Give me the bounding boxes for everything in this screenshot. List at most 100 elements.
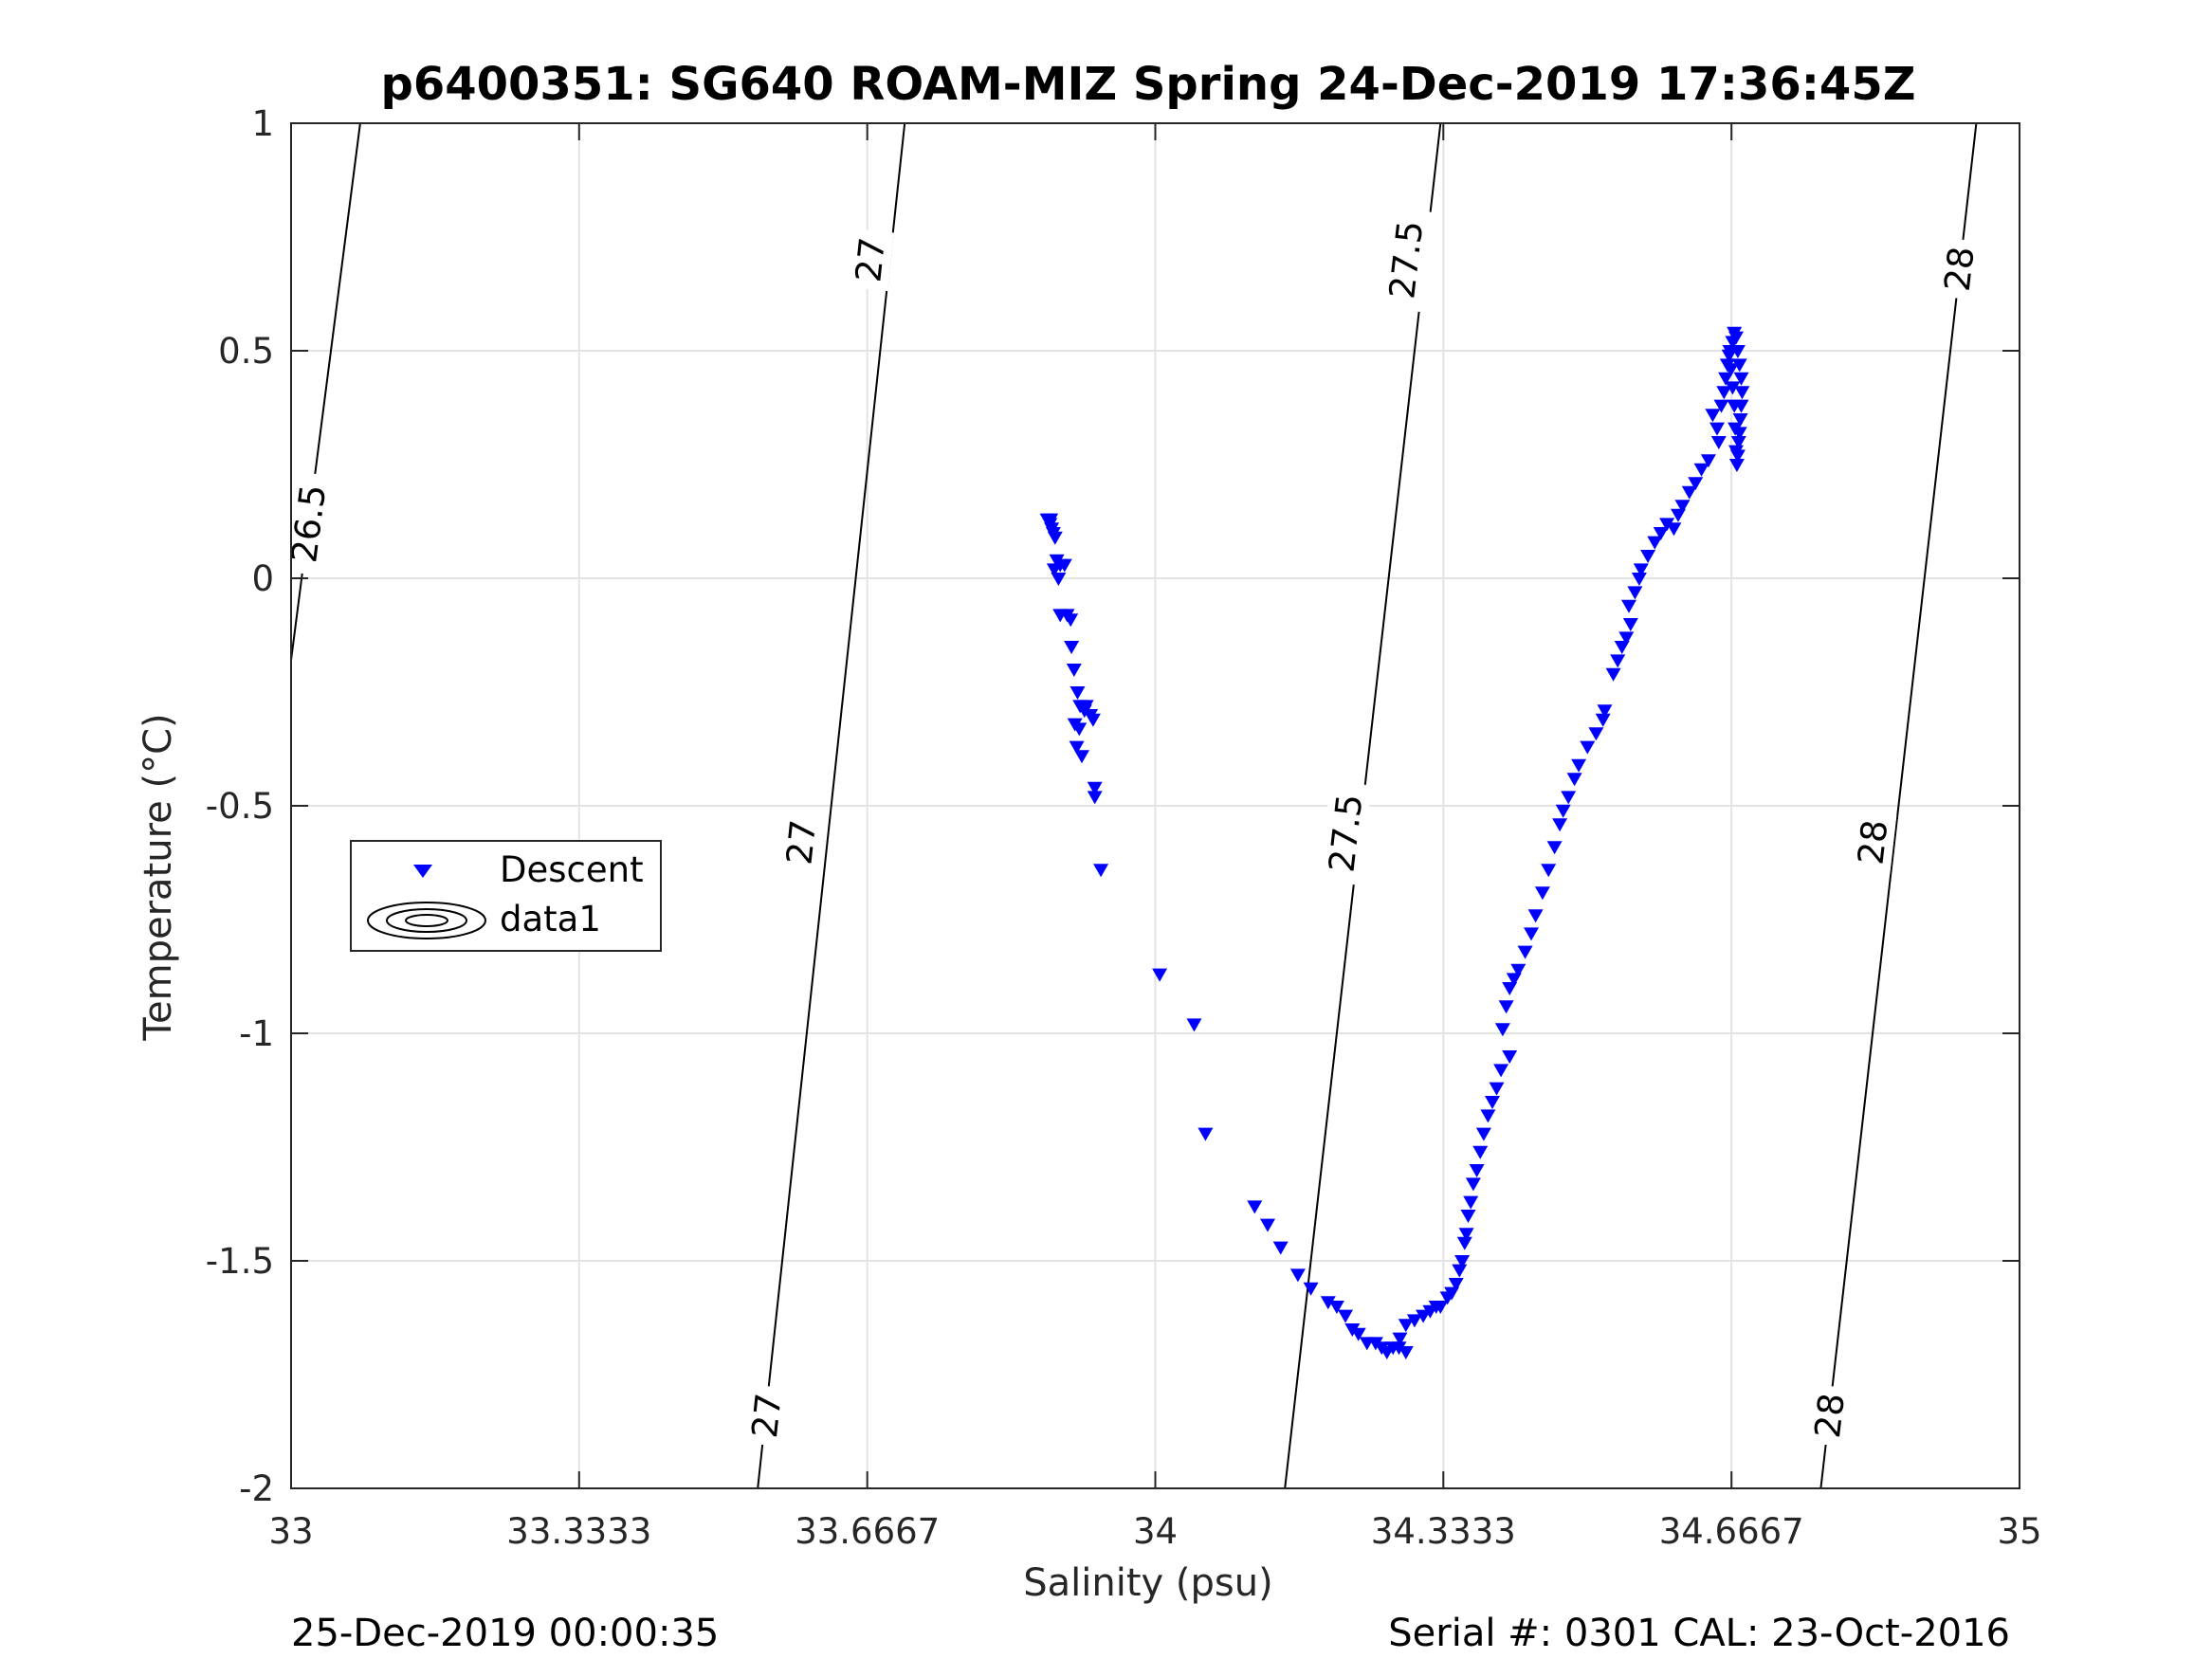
contour-label: 27.5 <box>1321 792 1370 874</box>
descent-point <box>1489 1082 1505 1096</box>
descent-point <box>1074 750 1089 764</box>
contour-line <box>1819 122 1978 1489</box>
descent-point <box>1534 886 1550 901</box>
descent-point <box>1510 963 1526 977</box>
descent-point <box>1693 463 1709 477</box>
descent-point <box>1458 1228 1474 1242</box>
contour-label: 27 <box>848 235 893 283</box>
descent-point <box>1571 758 1587 773</box>
contour-label-group: 27 <box>846 228 894 292</box>
contour-label-background <box>1319 780 1372 885</box>
contour-label-group: 28 <box>1934 237 1983 301</box>
legend-box <box>350 840 662 952</box>
chart-title: p6400351: SG640 ROAM-MIZ Spring 24-Dec-2… <box>380 58 1915 111</box>
descent-point <box>1640 550 1656 563</box>
descent-point <box>1416 1309 1432 1323</box>
descent-point <box>1260 1218 1275 1232</box>
legend: Descent data1 <box>350 840 662 952</box>
descent-point <box>1731 358 1747 373</box>
descent-point <box>1069 686 1086 700</box>
descent-point <box>1197 1127 1214 1141</box>
x-tick-label: 34.3333 <box>1371 1511 1516 1552</box>
descent-point <box>1718 372 1734 386</box>
descent-point <box>1493 1064 1509 1078</box>
descent-point <box>1681 485 1697 500</box>
legend-descent-marker <box>413 865 432 878</box>
descent-point <box>1463 1195 1479 1210</box>
descent-point <box>1653 527 1669 540</box>
descent-point <box>1618 631 1635 646</box>
descent-point <box>1527 909 1544 923</box>
descent-point <box>1614 641 1630 654</box>
descent-point <box>1047 531 1063 545</box>
descent-point <box>1502 1050 1518 1064</box>
contour-label-background <box>1934 237 1983 301</box>
y-tick-label: -1 <box>239 1013 274 1054</box>
descent-point <box>1729 345 1746 358</box>
descent-point <box>1705 409 1721 423</box>
descent-point <box>1078 700 1094 714</box>
descent-point <box>1289 1268 1306 1283</box>
descent-point <box>1475 1127 1491 1141</box>
descent-point <box>1666 522 1682 537</box>
descent-point <box>1444 1286 1460 1301</box>
descent-point <box>1732 413 1748 427</box>
contour-label-group: 28 <box>1805 1383 1854 1448</box>
contour-label-group: 27 <box>742 1384 791 1448</box>
contour-label-background <box>742 1384 791 1448</box>
descent-point <box>1595 713 1611 727</box>
descent-point <box>1303 1282 1319 1296</box>
y-tick-label: -0.5 <box>206 786 274 827</box>
descent-point <box>1485 1096 1500 1109</box>
descent-point <box>1063 613 1079 628</box>
descent-point <box>1338 1309 1353 1323</box>
y-tick-label: 1 <box>251 103 274 144</box>
descent-point <box>1517 945 1533 959</box>
contour-label: 28 <box>1937 245 1983 294</box>
descent-point <box>1721 349 1737 363</box>
descent-point <box>1398 1346 1414 1359</box>
descent-point <box>1723 363 1739 377</box>
descent-point <box>1406 1314 1422 1328</box>
contour-label-background <box>777 811 825 874</box>
contour-label: 28 <box>1807 1391 1853 1440</box>
x-tick-label: 34 <box>1133 1511 1178 1552</box>
descent-point <box>1272 1241 1289 1255</box>
descent-point <box>1597 704 1613 719</box>
x-tick-label: 33 <box>268 1511 313 1552</box>
descent-point <box>1328 1301 1344 1314</box>
contour-label: 27.5 <box>1381 219 1431 301</box>
descent-point <box>1621 599 1636 613</box>
descent-point <box>1186 1018 1202 1032</box>
footer-serial-cal: Serial #: 0301 CAL: 23-Oct-2016 <box>1388 1612 2010 1655</box>
y-tick-label: 0 <box>251 558 274 599</box>
descent-point <box>1067 718 1083 732</box>
descent-point <box>1152 968 1168 982</box>
descent-point <box>1524 927 1539 941</box>
descent-point <box>1631 573 1647 586</box>
descent-point <box>1069 740 1085 755</box>
x-tick-label: 33.3333 <box>506 1511 651 1552</box>
descent-point <box>1627 586 1643 600</box>
descent-point <box>1728 445 1744 459</box>
y-tick-label: 0.5 <box>218 331 274 372</box>
descent-point <box>1454 1255 1471 1268</box>
y-tick-label: -2 <box>239 1468 274 1509</box>
descent-point <box>1734 386 1750 400</box>
descent-point <box>1610 654 1626 668</box>
descent-point <box>1465 1177 1481 1192</box>
descent-point <box>1046 563 1062 577</box>
descent-point <box>1546 841 1563 855</box>
descent-point <box>1555 804 1571 818</box>
descent-point <box>1456 1236 1472 1250</box>
contour-line <box>757 122 906 1489</box>
contour-label-group: 27.5 <box>1379 207 1433 313</box>
y-tick-label: -1.5 <box>206 1241 274 1282</box>
descent-point <box>1494 1023 1510 1037</box>
descent-point <box>1460 1210 1476 1223</box>
contour-label: 27 <box>778 818 824 866</box>
descent-point <box>1480 1109 1496 1123</box>
descent-point <box>1087 781 1103 795</box>
descent-point <box>1066 664 1082 677</box>
descent-point <box>1433 1301 1449 1314</box>
